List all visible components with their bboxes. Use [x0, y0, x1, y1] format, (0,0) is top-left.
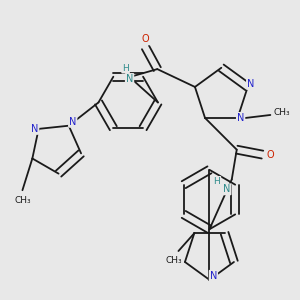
Text: H: H — [122, 64, 129, 73]
Text: N: N — [247, 79, 254, 89]
Text: O: O — [142, 34, 149, 44]
Text: CH₃: CH₃ — [14, 196, 31, 205]
Text: N: N — [175, 257, 183, 267]
Text: N: N — [126, 74, 133, 84]
Text: N: N — [69, 117, 76, 127]
Text: CH₃: CH₃ — [165, 256, 182, 266]
Text: CH₃: CH₃ — [274, 109, 290, 118]
Text: H: H — [214, 177, 220, 186]
Text: N: N — [210, 271, 217, 281]
Text: N: N — [223, 184, 230, 194]
Text: N: N — [237, 113, 244, 123]
Text: O: O — [267, 150, 274, 160]
Text: N: N — [31, 124, 38, 134]
